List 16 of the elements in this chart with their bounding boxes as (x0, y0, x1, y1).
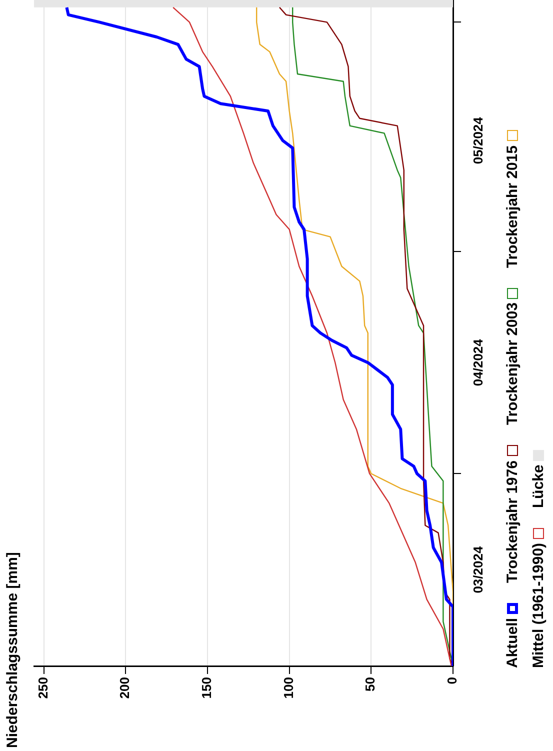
legend-label: Lücke (530, 464, 547, 508)
legend-label: Trockenjahr 1976 (504, 460, 521, 583)
x-tick-label: 100 (280, 677, 296, 699)
y-axis-title: Niederschlagssumme [mm] (4, 551, 21, 748)
legend-label: Trockenjahr 2015 (504, 145, 521, 268)
x-tick-label: 50 (362, 677, 378, 692)
x-tick-label: 150 (199, 677, 214, 699)
y-tick-label: 03/2024 (470, 546, 486, 594)
x-tick-label: 0 (444, 677, 460, 684)
x-tick-label: 200 (117, 677, 132, 699)
y-tick-label: 04/2024 (470, 338, 486, 386)
legend-label: Trockenjahr 2003 (504, 302, 521, 426)
legend-label: Mittel (1961-1990) (530, 542, 547, 668)
x-tick-label: 250 (35, 677, 50, 699)
y-tick-label: 05/2024 (470, 116, 486, 164)
legend-label: Aktuell (504, 618, 521, 668)
